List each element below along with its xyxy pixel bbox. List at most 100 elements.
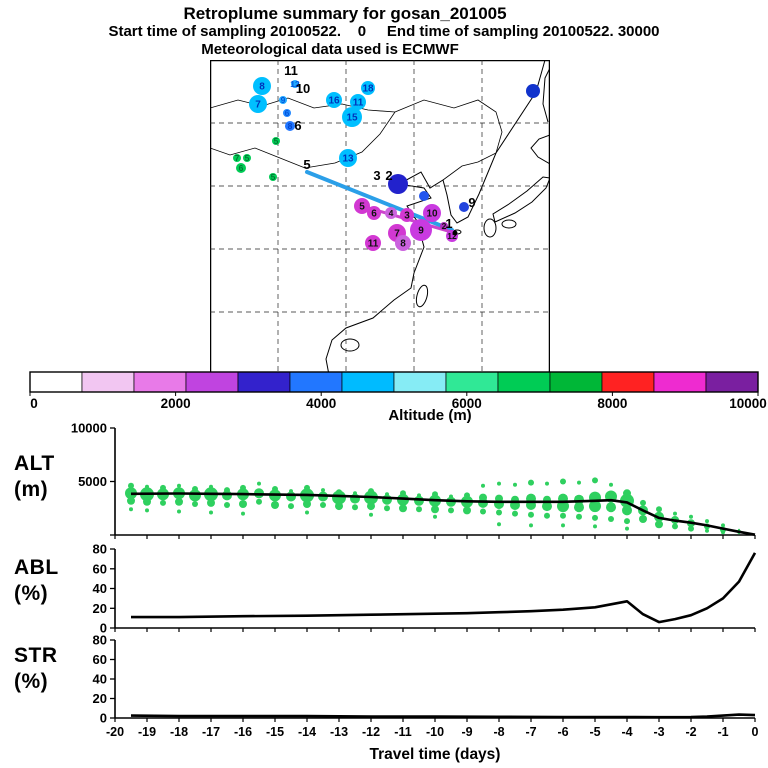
map-marker-label: 13 (342, 154, 354, 165)
map-marker (253, 77, 271, 95)
altitude-scatter-point (512, 510, 518, 517)
x-axis-tick-label: -17 (202, 725, 220, 739)
colorbar-segment (393, 371, 447, 393)
colorbar-segment (549, 371, 603, 393)
map-marker (236, 163, 246, 173)
x-axis-tick-label: -5 (589, 725, 600, 739)
kyushu-island (483, 218, 497, 238)
map-marker-label: 6 (371, 209, 377, 220)
altitude-scatter-point (513, 482, 517, 487)
met-data-line: Meteorological data used is ECMWF (201, 41, 459, 58)
altitude-scatter-point (542, 501, 552, 512)
coastlines (210, 60, 550, 375)
x-axis-tick-label: -1 (717, 725, 728, 739)
map-marker (395, 235, 411, 251)
altitude-scatter-point (497, 522, 501, 527)
altitude-scatter-point (177, 509, 181, 514)
trajectory-day-label: 9 (468, 195, 475, 210)
altitude-scatter-point (177, 483, 181, 488)
coastline-mainland (325, 60, 546, 375)
altitude-scatter-point (320, 502, 326, 508)
colorbar-segment (81, 371, 135, 393)
altitude-scatter-point (574, 502, 584, 513)
map-marker-label: 4 (389, 208, 394, 218)
altitude-scatter-point (705, 519, 709, 524)
altitude-scatter-point (560, 512, 566, 519)
map-marker-label: 7 (235, 153, 240, 163)
altitude-scatter-point (481, 483, 485, 488)
x-axis-tick-label: -13 (330, 725, 348, 739)
map-marker-label: 3 (404, 211, 410, 222)
map-marker (279, 96, 287, 104)
map-marker (249, 95, 267, 113)
altitude-scatter-point (239, 500, 247, 508)
altitude-scatter-point (593, 524, 597, 529)
map-marker-label: 12 (447, 231, 457, 241)
altitude-scatter-point (241, 511, 245, 516)
border-line (210, 97, 396, 113)
x-axis-tick-label: -19 (138, 725, 156, 739)
altitude-scatter-point (721, 530, 725, 535)
altitude-scatter-point (608, 516, 614, 522)
altitude-scatter-point (606, 502, 616, 513)
altitude-scatter-point (222, 490, 232, 501)
colorbar-tick-label: 8000 (597, 396, 627, 411)
map-marker (285, 121, 295, 131)
altitude-scatter-point (545, 481, 549, 486)
altitude-scatter-point (592, 514, 598, 521)
map-marker-label: 5 (271, 172, 276, 182)
receptor-marker (452, 230, 458, 236)
altitude-scatter-point (127, 496, 135, 505)
colorbar-title: Altitude (m) (388, 407, 472, 424)
x-axis-title: Travel time (days) (370, 746, 501, 763)
map-marker-label: 9 (281, 95, 286, 105)
alt-y-tick-label: 10000 (71, 421, 107, 436)
map-marker-label: 16 (328, 96, 340, 107)
altitude-scatter-point (332, 490, 346, 505)
map-marker-label: 8 (288, 121, 293, 131)
map-marker (361, 81, 375, 95)
map-marker-label: 5 (274, 136, 279, 146)
x-axis-tick-label: -10 (426, 725, 444, 739)
alt-panel-label: ALT (14, 452, 55, 475)
map-marker (400, 208, 414, 222)
map-marker (440, 222, 448, 230)
str-y-tick-label: 40 (93, 672, 107, 687)
map-marker-label: 7 (255, 100, 261, 111)
altitude-colorbar: 0 2000 4000 6000 8000 10000 (29, 371, 767, 411)
figure-title: Retroplume summary for gosan_201005 (183, 4, 507, 23)
x-axis-tick-label: -8 (493, 725, 504, 739)
altitude-scatter-point (207, 498, 215, 507)
trajectory-day-label: 1 (445, 216, 452, 231)
map-marker-label: 8 (400, 239, 406, 250)
map-marker (272, 137, 280, 145)
altitude-scatter-point (544, 512, 550, 519)
colorbar-tick-label: 0 (30, 396, 38, 411)
altitude-scatter-point (528, 511, 534, 518)
map-marker-label: 18 (362, 84, 374, 95)
altitude-scatter-point (561, 523, 565, 528)
trajectory-day-label: 2 (385, 168, 392, 183)
altitude-scatter-point (721, 523, 725, 528)
abl-y-tick-label: 0 (100, 621, 107, 636)
altitude-scatter-point (639, 515, 647, 523)
colorbar-tick-label: 2000 (161, 396, 191, 411)
map-marker (339, 149, 357, 167)
str-y-tick-label: 80 (93, 633, 107, 648)
map-marker-label: 11 (353, 98, 364, 109)
abl-panel-label: ABL (14, 556, 59, 579)
altitude-scatter-point (384, 505, 390, 512)
colorbar-border (29, 371, 759, 393)
str-y-tick-label: 20 (93, 691, 107, 706)
country-borders (210, 97, 503, 181)
altitude-scatter-point (576, 513, 582, 520)
x-axis-tick-label: 0 (752, 725, 759, 739)
altitude-scatter-point (577, 480, 581, 485)
altitude-scatter-point (189, 489, 201, 502)
sakhalin-island (542, 67, 550, 123)
str-mean-line (130, 713, 756, 719)
trajectory-day-label: 11 (284, 63, 298, 78)
trajectory-day-label: 5 (303, 157, 310, 172)
altitude-scatter-point (288, 503, 294, 510)
trajectory-day-label: 3 (373, 168, 380, 183)
